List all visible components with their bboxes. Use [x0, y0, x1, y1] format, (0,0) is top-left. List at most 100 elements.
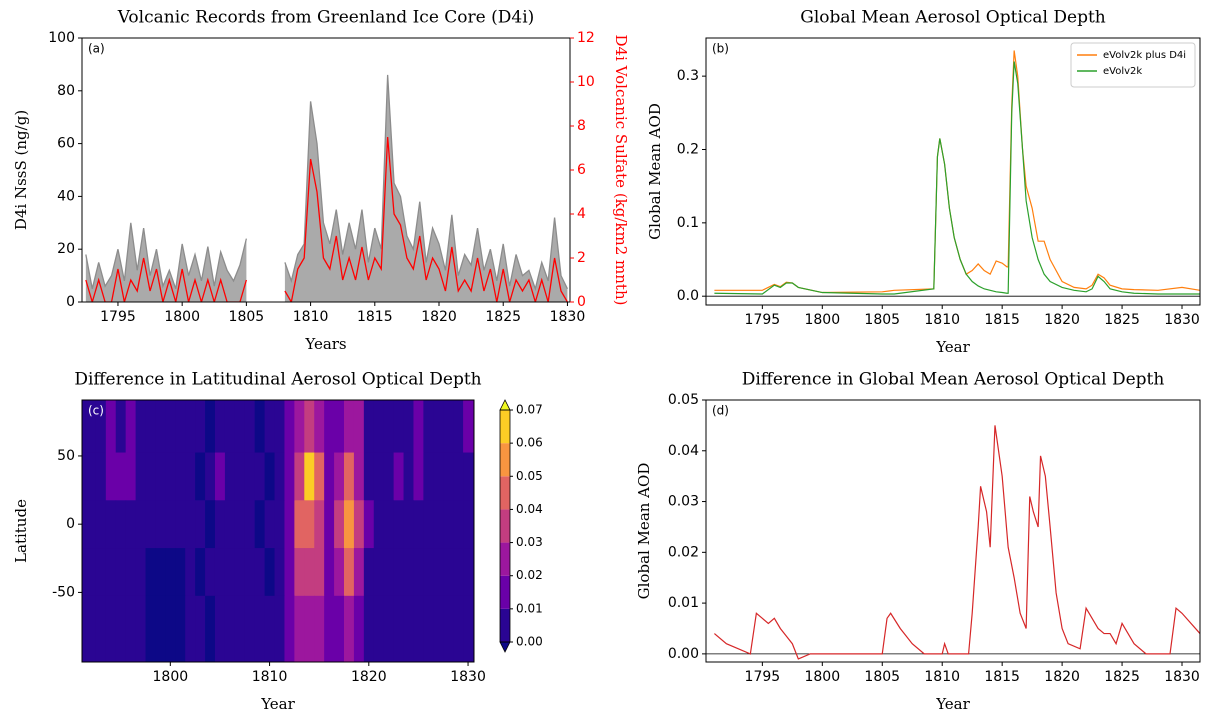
contour-cell — [284, 595, 295, 662]
contour-cell — [195, 548, 206, 597]
colorbar-label: 0.02 — [516, 568, 543, 582]
plot-area — [82, 400, 474, 662]
contour-cell — [85, 548, 97, 597]
contour-cell — [443, 400, 454, 454]
contour-cell — [294, 452, 305, 501]
contour-cell — [463, 548, 474, 597]
contour-cell — [115, 548, 127, 597]
contour-cell — [413, 452, 424, 501]
contour-cell — [155, 500, 166, 549]
contour-cell — [334, 548, 345, 597]
axes-frame — [81, 399, 475, 663]
y-tick-label: 0 — [66, 516, 75, 532]
chart-title: Global Mean Aerosol Optical Depth — [800, 8, 1106, 28]
contour-cell — [115, 595, 127, 662]
panel-label: (c) — [88, 404, 104, 418]
x-axis-label: Years — [304, 335, 346, 353]
contour-cell — [145, 400, 156, 454]
y-tick-label: 0.04 — [668, 443, 699, 459]
colorbar-label: 0.05 — [516, 469, 543, 483]
contour-cell — [294, 548, 305, 597]
x-tick-label: 1800 — [164, 309, 200, 325]
contour-cell — [254, 452, 266, 501]
contour-cell — [185, 500, 196, 549]
contour-cell — [343, 595, 355, 662]
contour-cell — [274, 595, 285, 662]
contour-cell — [82, 595, 87, 662]
contour-cell — [393, 452, 405, 501]
x-tick-label: 1830 — [450, 669, 486, 685]
contour-cell — [274, 400, 285, 454]
contour-cell — [433, 500, 444, 549]
contour-cell — [413, 500, 424, 549]
contour-cell — [334, 400, 345, 454]
contour-cell — [463, 400, 474, 454]
contour-cell — [185, 595, 196, 662]
contour-cell — [343, 452, 355, 501]
contour-cell — [115, 400, 127, 454]
y-tick-label: 100 — [48, 30, 75, 46]
contour-cell — [304, 400, 315, 454]
contour-cell — [214, 500, 226, 549]
contour-cell — [284, 452, 295, 501]
contour-cell — [185, 452, 196, 501]
contour-cell — [195, 400, 206, 454]
contour-cell — [105, 548, 117, 597]
contour-cell — [324, 595, 335, 662]
contour-cell — [363, 452, 375, 501]
chart-title: Difference in Latitudinal Aerosol Optica… — [74, 370, 481, 390]
contour-cell — [324, 400, 335, 454]
x-tick-label: 1815 — [984, 312, 1020, 328]
contour-cell — [284, 400, 295, 454]
y-axis-label: Global Mean AOD — [635, 463, 653, 600]
contour-cell — [423, 595, 434, 662]
contour-cell — [145, 452, 156, 501]
contour-cell — [82, 500, 87, 549]
x-tick-label: 1820 — [351, 669, 387, 685]
contour-cell — [105, 500, 117, 549]
contour-cell — [135, 500, 147, 549]
contour-cell — [165, 400, 176, 454]
colorbar-band — [500, 509, 510, 543]
contour-cell — [373, 400, 385, 454]
contour-cell — [85, 400, 97, 454]
legend-label: eVolv2k plus D4i — [1103, 50, 1186, 61]
contour-cell — [463, 595, 474, 662]
contour-cell — [304, 548, 315, 597]
y-tick-label: 0.05 — [668, 392, 699, 408]
contour-cell — [413, 400, 424, 454]
data-line — [85, 136, 568, 302]
contour-cell — [145, 595, 156, 662]
contour-cell — [304, 595, 315, 662]
contour-cell — [383, 500, 395, 549]
contour-cell — [284, 500, 295, 549]
contour-cell — [314, 400, 325, 454]
contour-cell — [105, 400, 117, 454]
contour-cell — [205, 500, 216, 549]
contour-cell — [244, 595, 256, 662]
contour-cell — [234, 595, 246, 662]
contour-cell — [254, 548, 266, 597]
contour-cell — [343, 500, 355, 549]
contour-cell — [383, 548, 395, 597]
colorbar-frame — [499, 409, 511, 643]
x-tick-label: 1830 — [1164, 669, 1200, 685]
contour-cell — [373, 548, 385, 597]
colorbar-label: 0.04 — [516, 502, 543, 516]
contour-cell — [334, 452, 345, 501]
contour-cell — [244, 500, 256, 549]
y-tick-label: 0.1 — [677, 215, 699, 231]
y-tick-label: 60 — [57, 136, 75, 152]
panel: 0.00 0.01 0.02 0.03 0.04 0.05 0.06 0.07 1800 1810… — [12, 370, 543, 713]
x-tick-label: 1810 — [293, 309, 329, 325]
contour-cell — [95, 500, 107, 549]
contour-cell — [82, 400, 87, 454]
x-tick-label: 1795 — [100, 309, 136, 325]
contour-cell — [214, 400, 226, 454]
contour-cell — [234, 548, 246, 597]
x-tick-label: 1825 — [485, 309, 521, 325]
plot-area — [85, 74, 569, 302]
contour-cell — [383, 595, 395, 662]
contour-cell — [234, 500, 246, 549]
contour-cell — [274, 452, 285, 501]
